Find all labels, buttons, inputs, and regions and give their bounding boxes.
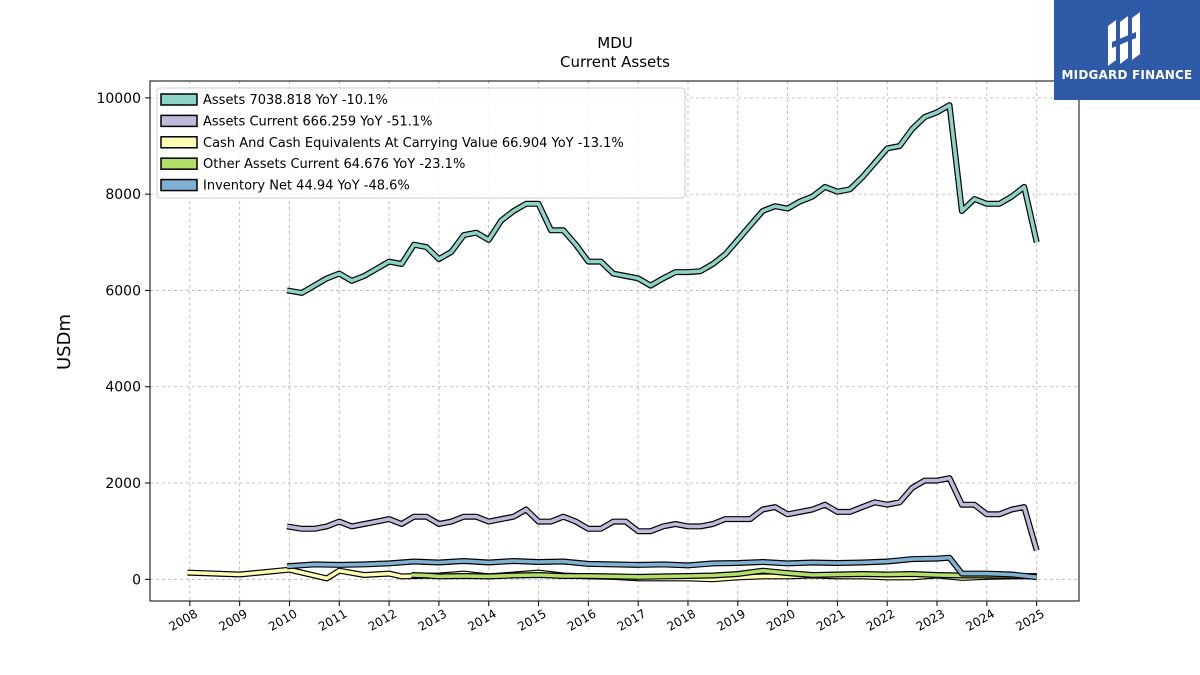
series-line-outline — [286, 475, 1040, 552]
legend-swatch — [160, 114, 198, 128]
midgard-finance-logo: MIDGARD FINANCE — [1054, 0, 1200, 100]
series-1 — [286, 475, 1040, 552]
y-axis-label: USDm — [54, 314, 75, 370]
x-tick-label: 2023 — [914, 606, 947, 633]
x-tick-label: 2012 — [366, 606, 399, 633]
legend: Assets 7038.818 YoY -10.1% Assets Current… — [156, 87, 686, 199]
series-line — [411, 568, 1037, 579]
x-tick-label: 2017 — [615, 606, 648, 633]
x-tick-label: 2015 — [515, 606, 548, 633]
x-tick-label: 2021 — [814, 606, 847, 633]
y-tick-label: 2000 — [105, 476, 141, 492]
x-tick-label: 2009 — [216, 606, 249, 633]
legend-label: Inventory Net 44.94 YoY -48.6% — [203, 179, 410, 194]
legend-box — [156, 87, 686, 199]
x-tick-label: 2018 — [665, 606, 698, 633]
legend-swatch — [160, 93, 198, 106]
x-tick-label: 2010 — [266, 606, 299, 633]
legend-swatch — [160, 136, 198, 149]
x-tick-label: 2013 — [416, 606, 449, 633]
y-tick-label: 4000 — [105, 380, 141, 396]
legend-label: Other Assets Current 64.676 YoY -23.1% — [203, 157, 465, 172]
x-tick-label: 2016 — [565, 606, 598, 633]
x-tick-label: 2019 — [714, 606, 747, 633]
x-tick-label: 2024 — [964, 606, 997, 633]
legend-label: Assets 7038.818 YoY -10.1% — [203, 93, 388, 108]
logo-mark-icon — [1108, 12, 1140, 66]
series-4 — [286, 554, 1038, 581]
legend-label: Assets Current 666.259 YoY -51.1% — [203, 114, 433, 129]
series-line — [286, 476, 1039, 551]
series-line — [286, 103, 1039, 295]
x-tick-label: 2020 — [764, 606, 797, 633]
chart-subtitle: Current Assets — [560, 53, 670, 71]
y-tick-label: 6000 — [105, 283, 141, 299]
series-0 — [286, 102, 1040, 296]
legend-label: Cash And Cash Equivalents At Carrying Va… — [203, 136, 624, 151]
series-3 — [411, 567, 1037, 580]
y-tick-label: 10000 — [96, 91, 141, 107]
chart-title: MDU — [597, 34, 632, 52]
x-tick-label: 2022 — [864, 606, 897, 633]
legend-swatch — [160, 157, 198, 170]
x-tick-label: 2025 — [1013, 606, 1046, 633]
x-tick-label: 2008 — [167, 606, 200, 633]
y-tick-label: 0 — [132, 572, 141, 588]
plot-frame — [149, 80, 1080, 602]
y-tick-label: 8000 — [105, 187, 141, 203]
logo-text: MIDGARD FINANCE — [1061, 68, 1193, 82]
x-tick-label: 2011 — [316, 606, 349, 633]
series-lines — [187, 102, 1040, 583]
series-line — [286, 555, 1037, 579]
x-tick-label: 2014 — [465, 606, 498, 633]
legend-swatch — [160, 178, 198, 192]
